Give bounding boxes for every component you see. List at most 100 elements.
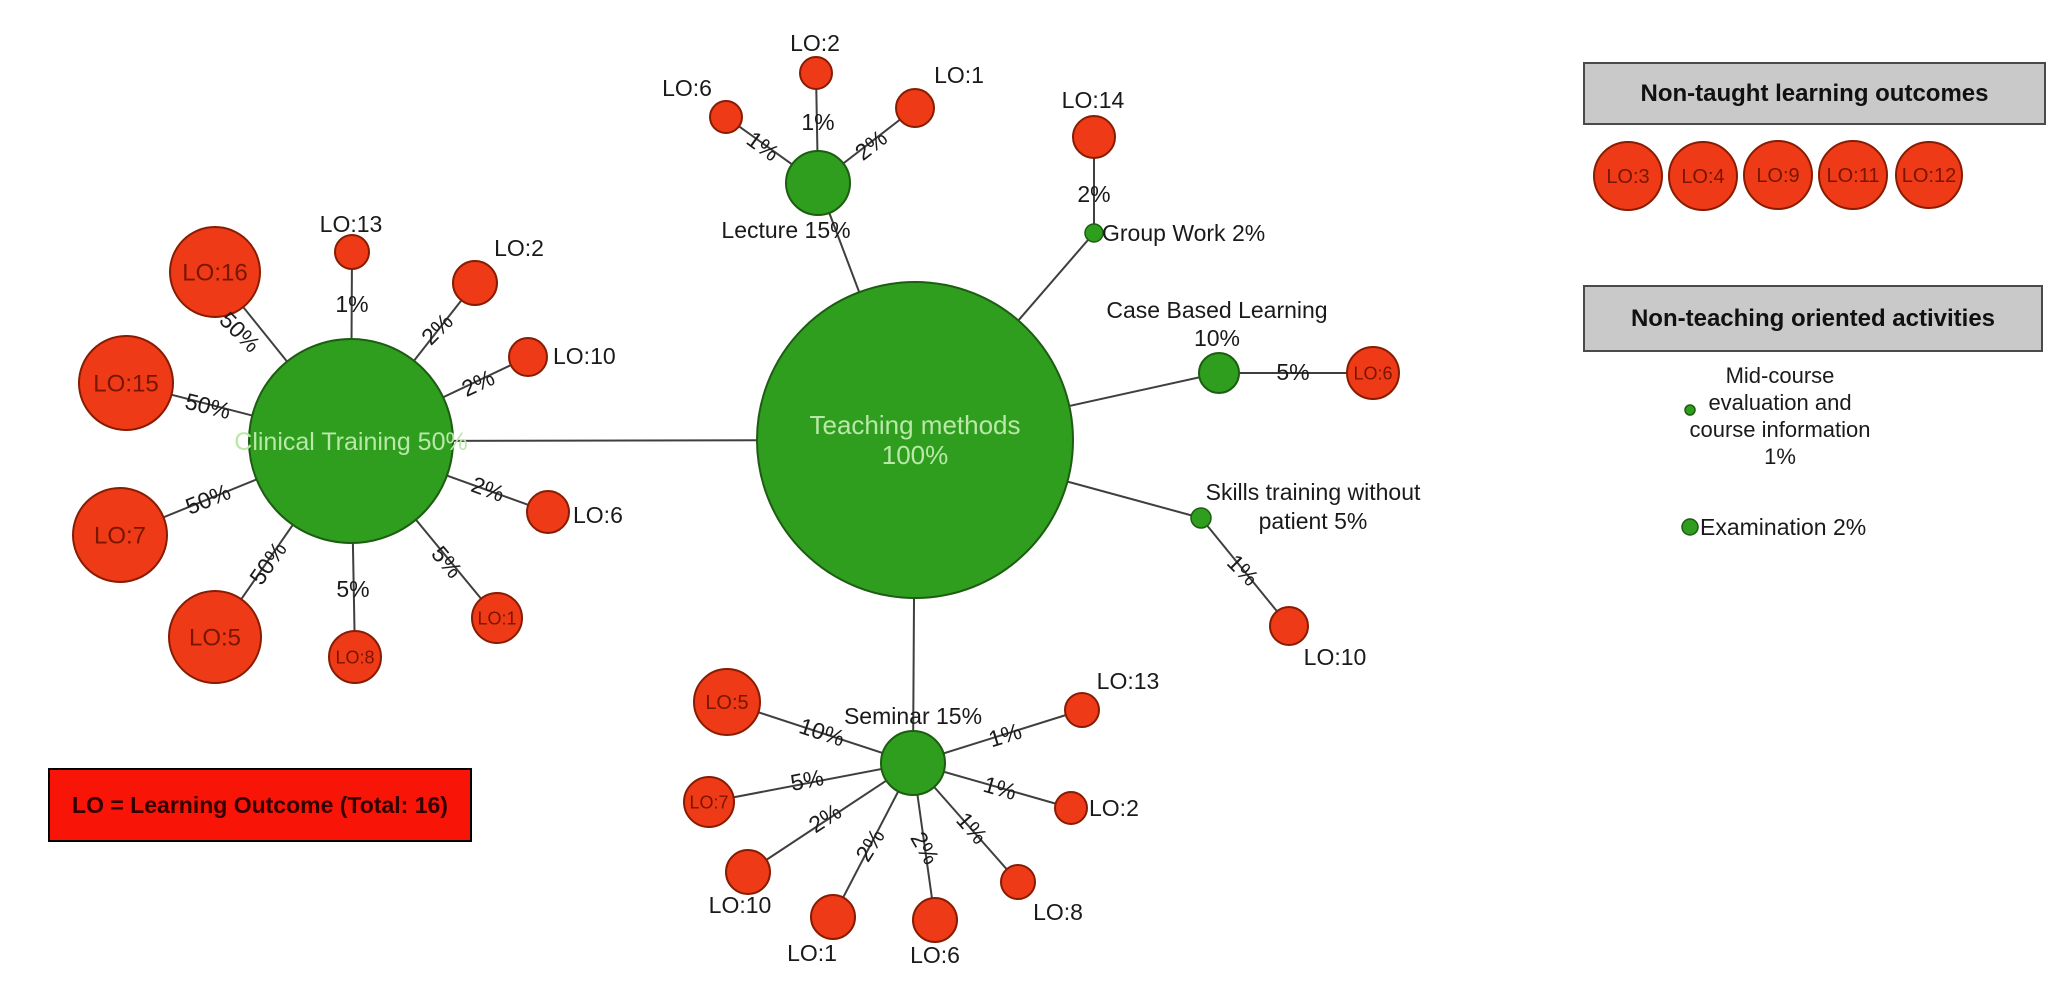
ext-label-9: LO:10 [553, 343, 616, 369]
node-label-nt4: LO:4 [1681, 166, 1724, 188]
node-sem8 [1000, 864, 1036, 900]
ext-label-7: LO:13 [320, 211, 383, 237]
node-label-cl1: LO:1 [477, 608, 516, 628]
node-label-cl7: LO:7 [94, 522, 146, 549]
node-clinical [248, 338, 454, 544]
ext-label-4: Skills training without [1206, 479, 1421, 505]
node-cl2 [452, 260, 498, 306]
node-sem2 [1054, 791, 1088, 825]
ext-label-10: LO:6 [573, 502, 623, 528]
ext-label-18: LO:8 [1033, 899, 1083, 925]
node-cl10 [508, 337, 548, 377]
ext-label-20: LO:6 [910, 942, 960, 968]
edge-percent-label-19: 1% [980, 771, 1019, 805]
node-midcourse [1684, 404, 1696, 416]
node-sem7 [683, 776, 735, 828]
midcourse-evaluation-label: Mid-course evaluation and course informa… [1640, 362, 1920, 470]
edge-percent-label-14: 5% [1276, 359, 1309, 385]
edge-percent-label-3: 2% [457, 364, 498, 402]
ext-label-16: LO:13 [1097, 668, 1160, 694]
node-label-nt3: LO:3 [1606, 166, 1649, 188]
ext-label-17: LO:2 [1089, 795, 1139, 821]
node-label-clinical: Clinical Training 50% [234, 428, 467, 456]
legend-box: LO = Learning Outcome (Total: 16) [48, 768, 472, 842]
edge-percent-label-15: 1% [1222, 549, 1264, 591]
ext-label-3: 10% [1194, 325, 1240, 351]
node-label-cl5: LO:5 [189, 624, 241, 651]
ext-label-1: Seminar 15% [844, 703, 982, 729]
edge-percent-label-16: 10% [796, 713, 848, 752]
node-lecture [785, 150, 851, 216]
ext-label-11: LO:6 [662, 75, 712, 101]
edge-percent-label-11: 1% [801, 109, 834, 135]
node-label-teaching-2: 100% [882, 440, 949, 470]
ext-label-13: LO:1 [934, 62, 984, 88]
edge-percent-label-18: 5% [788, 764, 826, 796]
node-sem10 [725, 849, 771, 895]
midcourse-line-4: 1% [1764, 444, 1796, 469]
node-label-sem7: LO:7 [689, 792, 728, 812]
node-lo14 [1072, 115, 1116, 159]
node-teaching [756, 281, 1074, 599]
node-nt11 [1818, 140, 1888, 210]
ext-label-19: LO:1 [787, 940, 837, 966]
ext-label-12: LO:2 [790, 30, 840, 56]
node-groupwork [1084, 223, 1104, 243]
node-label-cl16: LO:16 [182, 259, 247, 286]
edge-seminar-sem7 [708, 762, 914, 803]
node-cl6 [526, 490, 570, 534]
node-nt3 [1593, 141, 1663, 211]
edge-percent-label-17: 1% [985, 718, 1024, 753]
ext-label-6: Group Work 2% [1102, 220, 1265, 246]
node-lec6 [709, 100, 743, 134]
node-sem1 [810, 894, 856, 940]
edge-percent-label-4: 50% [183, 388, 234, 424]
midcourse-line-2: evaluation and [1708, 390, 1852, 415]
edge-percent-label-23: 2% [905, 827, 944, 869]
node-sk10 [1269, 606, 1309, 646]
node-label-cl15: LO:15 [93, 370, 158, 397]
non-taught-outcomes-title: Non-taught learning outcomes [1640, 79, 1989, 107]
non-teaching-activities-title: Non-teaching oriented activities [1630, 304, 1996, 332]
edge-percent-label-5: 2% [468, 471, 508, 507]
node-skills [1190, 507, 1212, 529]
node-label-nt9: LO:9 [1756, 165, 1799, 187]
node-cl15 [78, 335, 174, 431]
ext-label-14: LO:14 [1062, 87, 1125, 113]
node-label-case6: LO:6 [1353, 363, 1392, 383]
ext-label-2: Case Based Learning [1106, 297, 1327, 323]
node-label-nt11: LO:11 [1827, 165, 1880, 187]
node-lec2 [799, 56, 833, 90]
node-seminar [880, 730, 946, 796]
edge-skills-sk10 [1200, 517, 1290, 627]
node-label-cl8: LO:8 [335, 647, 374, 667]
node-case [1198, 352, 1240, 394]
edge-percent-label-9: 5% [336, 576, 369, 602]
legend-text: LO = Learning Outcome (Total: 16) [72, 791, 448, 818]
edge-percent-label-22: 2% [850, 824, 890, 866]
edge-percent-label-1: 1% [335, 291, 368, 317]
node-cl13 [334, 234, 370, 270]
node-cl7 [72, 487, 168, 583]
ext-label-0: Lecture 15% [721, 217, 850, 243]
node-case6 [1346, 346, 1400, 400]
edge-percent-label-6: 50% [182, 478, 234, 519]
non-taught-outcomes-header: Non-taught learning outcomes [1583, 62, 2046, 125]
node-lec1 [895, 88, 935, 128]
node-exam [1681, 518, 1699, 536]
node-label-sem5: LO:5 [705, 692, 748, 714]
ext-label-15: LO:10 [1304, 644, 1367, 670]
edge-percent-label-7: 5% [426, 541, 467, 583]
node-label-teaching-1: Teaching methods [809, 410, 1020, 440]
midcourse-line-3: course information [1689, 417, 1871, 442]
node-cl16 [169, 226, 261, 318]
node-cl8 [328, 630, 382, 684]
edge-percent-label-13: 2% [1077, 181, 1110, 207]
ext-label-21: LO:10 [709, 892, 772, 918]
node-nt12 [1895, 141, 1963, 209]
ext-label-8: LO:2 [494, 235, 544, 261]
node-label-nt12: LO:12 [1902, 165, 1956, 187]
node-sem13 [1064, 692, 1100, 728]
